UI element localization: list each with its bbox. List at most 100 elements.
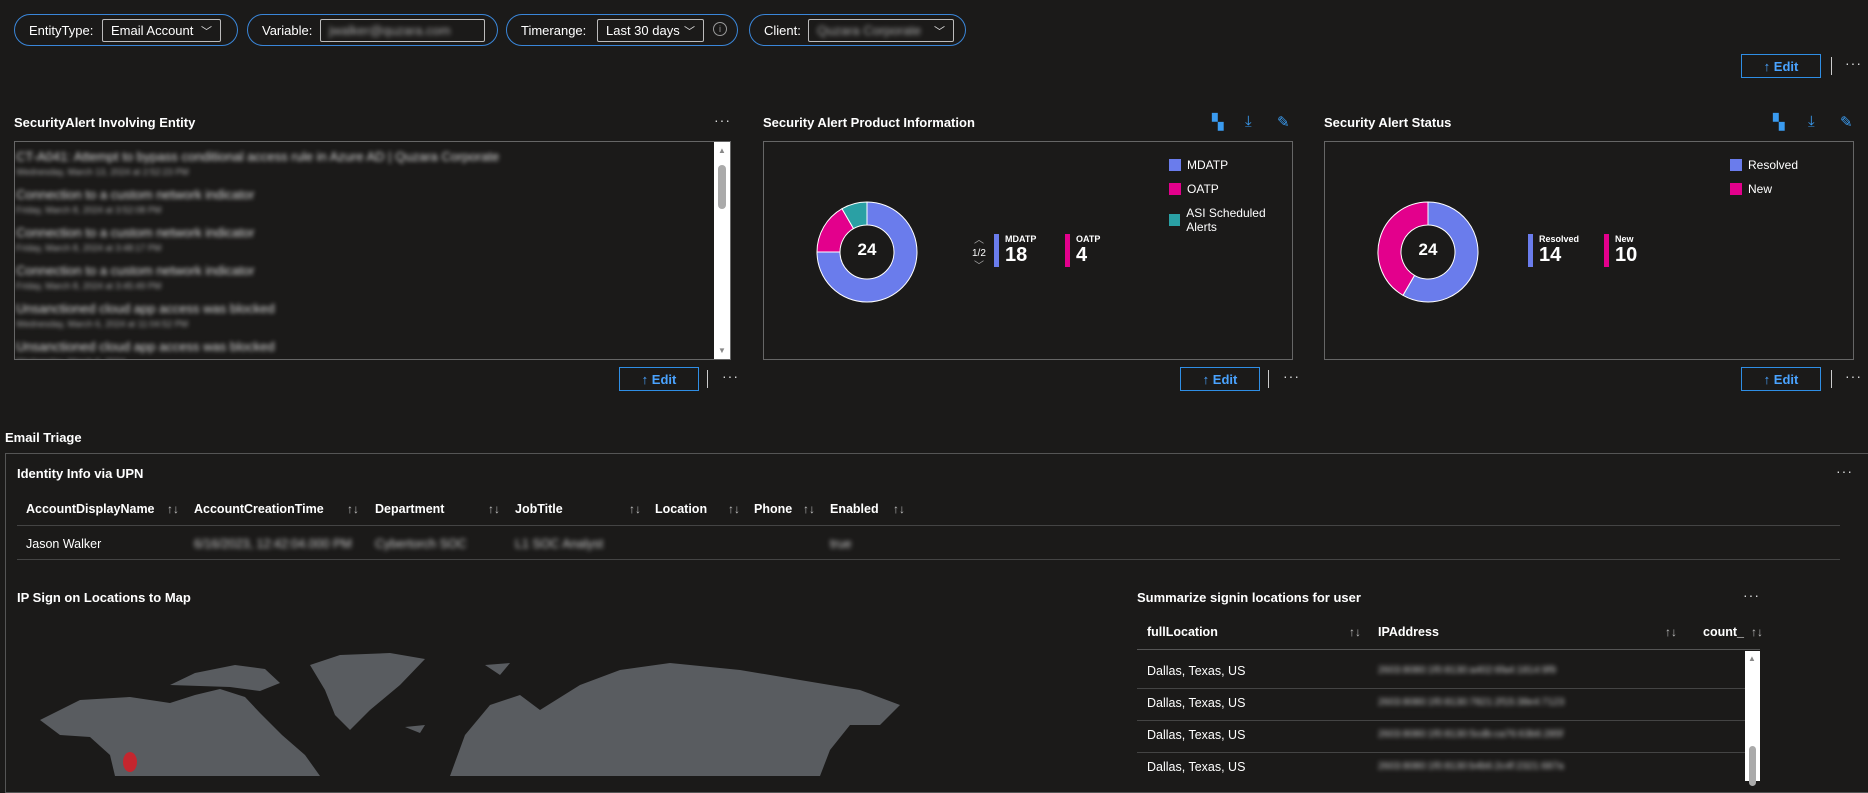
chevron-down-icon: ﹀	[201, 25, 212, 38]
alert-name: Unsanctioned cloud app access was blocke…	[16, 339, 275, 354]
table-row[interactable]: Dallas, Texas, US 2603:8080:1f0:8130:7821…	[1137, 688, 1745, 720]
location-cell: Dallas, Texas, US	[1147, 760, 1246, 774]
alert-time: Friday, March 8, 2024 at 3:45:49 PM	[16, 281, 162, 291]
chevron-up-icon[interactable]: ︿	[973, 235, 984, 246]
legend-item[interactable]: New	[1730, 182, 1772, 196]
column-header[interactable]: AccountCreationTime	[194, 502, 324, 516]
client-value: Quzara Corporate	[817, 23, 922, 38]
scrollbar[interactable]: ▲	[1745, 651, 1760, 786]
timerange-select[interactable]: Last 30 days ﹀	[597, 19, 704, 42]
identity-title: Identity Info via UPN	[17, 466, 144, 481]
sort-icon[interactable]: ↑↓	[167, 502, 179, 516]
location-cell: Dallas, Texas, US	[1147, 664, 1246, 678]
scrollbar[interactable]: ▲ ▼	[714, 142, 730, 359]
more-icon[interactable]: ···	[1845, 368, 1862, 384]
table-row[interactable]: Dallas, Texas, US 2603:8080:1f0:8130:a402…	[1137, 656, 1745, 688]
donut-slice-mdatp[interactable]	[816, 201, 918, 303]
world-map[interactable]	[20, 625, 970, 776]
divider	[1831, 57, 1832, 75]
column-header[interactable]: Phone	[754, 502, 793, 516]
column-header[interactable]: JobTitle	[515, 502, 563, 516]
stat-tile: New 10	[1604, 234, 1637, 267]
scroll-down-icon[interactable]: ▼	[718, 346, 726, 355]
pin-icon[interactable]: ✎	[1277, 114, 1290, 131]
edit-button[interactable]: ↑ Edit	[1741, 367, 1821, 391]
more-icon[interactable]: ···	[714, 112, 731, 128]
alert-list-item[interactable]: Unsanctioned cloud app access was blocke…	[16, 301, 729, 329]
legend-item[interactable]: ASI Scheduled Alerts	[1169, 206, 1292, 234]
alert-time: Friday, March 8, 2024 at 3:52:08 PM	[16, 205, 162, 215]
scrollbar-thumb[interactable]	[718, 165, 726, 209]
edit-button[interactable]: ↑ Edit	[1180, 367, 1260, 391]
more-icon[interactable]: ···	[1743, 587, 1760, 603]
sort-icon[interactable]: ↑↓	[1665, 625, 1677, 639]
column-header[interactable]: Location	[655, 502, 708, 516]
alert-list-item[interactable]: CT-A041: Attempt to bypass conditional a…	[16, 149, 729, 177]
alert-name: Connection to a custom network indicator	[16, 187, 255, 202]
alert-time: Wednesday, March 13, 2024 at 2:52:23 PM	[16, 167, 189, 177]
more-icon[interactable]: ···	[1836, 463, 1853, 479]
column-header[interactable]: count_	[1703, 625, 1744, 639]
workbook-icon[interactable]: ▚	[1773, 114, 1785, 131]
status-donut	[1377, 201, 1479, 303]
legend-label: OATP	[1187, 182, 1219, 196]
legend-label: Resolved	[1748, 158, 1799, 172]
sort-icon[interactable]: ↑↓	[1349, 625, 1361, 639]
sort-icon[interactable]: ↑↓	[347, 502, 359, 516]
column-header[interactable]: Department	[375, 502, 445, 516]
scroll-up-icon[interactable]: ▲	[1748, 654, 1756, 663]
client-label: Client:	[764, 22, 801, 38]
timerange-label: Timerange:	[521, 22, 587, 38]
scrollbar-thumb[interactable]	[1749, 746, 1756, 786]
legend-item[interactable]: Resolved	[1730, 158, 1798, 172]
legend-pager: ︿ 1/2 ﹀	[972, 234, 986, 273]
sort-icon[interactable]: ↑↓	[629, 502, 641, 516]
donut-slice-asi-scheduled-alerts[interactable]	[841, 201, 868, 230]
location-marker[interactable]	[123, 752, 137, 772]
column-header[interactable]: AccountDisplayName	[26, 502, 155, 516]
sort-icon[interactable]: ↑↓	[728, 502, 740, 516]
legend-item[interactable]: MDATP	[1169, 158, 1228, 172]
workbook-icon[interactable]: ▚	[1212, 114, 1224, 131]
alert-list-item[interactable]: Connection to a custom network indicator…	[16, 263, 729, 291]
donut-slice-resolved[interactable]	[1402, 201, 1479, 303]
edit-button[interactable]: ↑ Edit	[619, 367, 699, 391]
column-header[interactable]: fullLocation	[1147, 625, 1218, 639]
divider	[707, 370, 708, 388]
column-header[interactable]: Enabled	[830, 502, 879, 516]
download-icon[interactable]: ⤓	[1245, 113, 1252, 130]
variable-input[interactable]: jwalker@quzara.com	[320, 19, 485, 42]
map-eurasia	[450, 663, 900, 776]
table-row[interactable]: Dallas, Texas, US 2603:8080:1f0:8130:b4b6…	[1137, 752, 1745, 784]
more-icon[interactable]: ···	[1283, 368, 1300, 384]
alert-list-item[interactable]: Connection to a custom network indicator…	[16, 225, 729, 253]
edit-button[interactable]: ↑ Edit	[1741, 54, 1821, 78]
legend-item[interactable]: OATP	[1169, 182, 1219, 196]
table-row[interactable]: Dallas, Texas, US 2603:8080:1f0:8130:5cdb…	[1137, 720, 1745, 752]
stat-tile: OATP 4	[1065, 234, 1100, 267]
table-cell: Cybertorch SOC	[375, 537, 467, 551]
chevron-down-icon[interactable]: ﹀	[973, 261, 984, 272]
sort-icon[interactable]: ↑↓	[1751, 625, 1763, 639]
client-select[interactable]: Quzara Corporate ﹀	[808, 19, 954, 42]
timerange-value: Last 30 days	[606, 23, 680, 38]
divider	[1268, 370, 1269, 388]
map-arctic-islands	[170, 665, 280, 691]
more-icon[interactable]: ···	[1845, 55, 1862, 71]
scroll-up-icon[interactable]: ▲	[718, 146, 726, 155]
download-icon[interactable]: ⤓	[1808, 113, 1815, 130]
sort-icon[interactable]: ↑↓	[893, 502, 905, 516]
signins-title: Summarize signin locations for user	[1137, 590, 1361, 605]
column-header[interactable]: IPAddress	[1378, 625, 1439, 639]
info-icon[interactable]: i	[713, 22, 727, 36]
sort-icon[interactable]: ↑↓	[488, 502, 500, 516]
donut-slice-new[interactable]	[1377, 201, 1429, 296]
variable-filter: Variable: jwalker@quzara.com	[247, 14, 498, 46]
sort-icon[interactable]: ↑↓	[803, 502, 815, 516]
pin-icon[interactable]: ✎	[1840, 114, 1853, 131]
alert-list-item[interactable]: Connection to a custom network indicator…	[16, 187, 729, 215]
more-icon[interactable]: ···	[722, 368, 739, 384]
alert-list-item[interactable]: Unsanctioned cloud app access was blocke…	[16, 339, 729, 359]
entity-type-select[interactable]: Email Account ﹀	[102, 19, 221, 42]
stat-bar	[1528, 234, 1533, 267]
